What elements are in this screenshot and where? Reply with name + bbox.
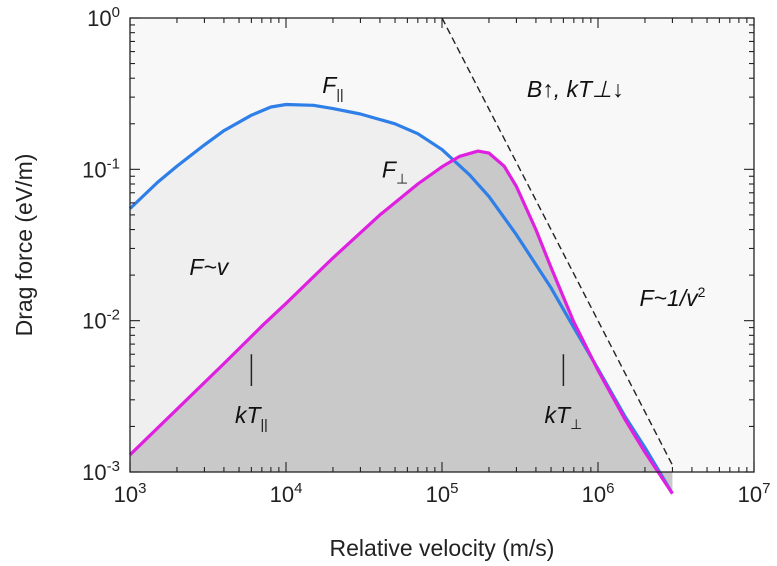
series-fill-1 — [130, 151, 673, 494]
annotation-kt-perp: kT⊥ — [545, 402, 583, 432]
x-tick-label: 107 — [738, 480, 771, 507]
annotation-f-inv: F~1/v2 — [639, 284, 705, 311]
y-axis-label: Drag force (eV/m) — [11, 154, 37, 337]
series-line-1 — [128, 149, 674, 495]
annotation-regime-high: B↑, kT⊥↓ — [527, 76, 624, 102]
series-fills — [130, 104, 673, 494]
x-tick-label: 105 — [426, 480, 459, 507]
y-tick-label: 10-2 — [82, 307, 120, 334]
y-tick-label: 10-3 — [82, 458, 120, 485]
annotations: F|| F⊥ B↑, kT⊥↓ F~v F~1/v2 kT|| kT⊥ — [189, 72, 705, 432]
axis-ticks — [129, 17, 755, 473]
annotation-f-v: F~v — [189, 254, 229, 280]
x-tick-label: 103 — [114, 480, 147, 507]
tick-labels: 103 104 105 106 107 10-3 10-2 10-1 100 — [82, 4, 770, 507]
annotation-f-para: F|| — [322, 72, 343, 102]
annotation-kt-para: kT|| — [235, 402, 268, 432]
x-tick-label: 106 — [582, 480, 615, 507]
series-lines — [128, 17, 674, 495]
x-axis-label: Relative velocity (m/s) — [330, 535, 555, 561]
y-tick-label: 10-1 — [82, 155, 120, 182]
x-tick-label: 104 — [270, 480, 303, 507]
annotation-f-perp: F⊥ — [382, 157, 408, 187]
y-tick-label: 100 — [87, 4, 120, 31]
asymptote-line — [441, 17, 674, 466]
